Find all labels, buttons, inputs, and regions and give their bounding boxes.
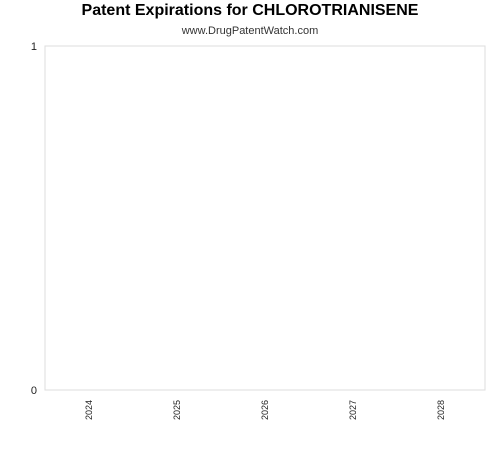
chart-title: Patent Expirations for CHLOROTRIANISENE — [81, 2, 419, 19]
x-tick-label: 2024 — [84, 400, 94, 420]
x-tick-label: 2027 — [348, 400, 358, 420]
x-tick-label: 2026 — [260, 400, 270, 420]
x-axis: 2024 2025 2026 2027 2028 — [84, 400, 446, 420]
x-tick-label: 2025 — [172, 400, 182, 420]
chart-subtitle: www.DrugPatentWatch.com — [181, 25, 319, 37]
y-axis: 01 — [31, 41, 37, 397]
plot-area — [44, 45, 486, 391]
y-tick-label: 0 — [31, 385, 37, 397]
y-tick-label: 1 — [31, 41, 37, 53]
x-tick-label: 2028 — [436, 400, 446, 420]
